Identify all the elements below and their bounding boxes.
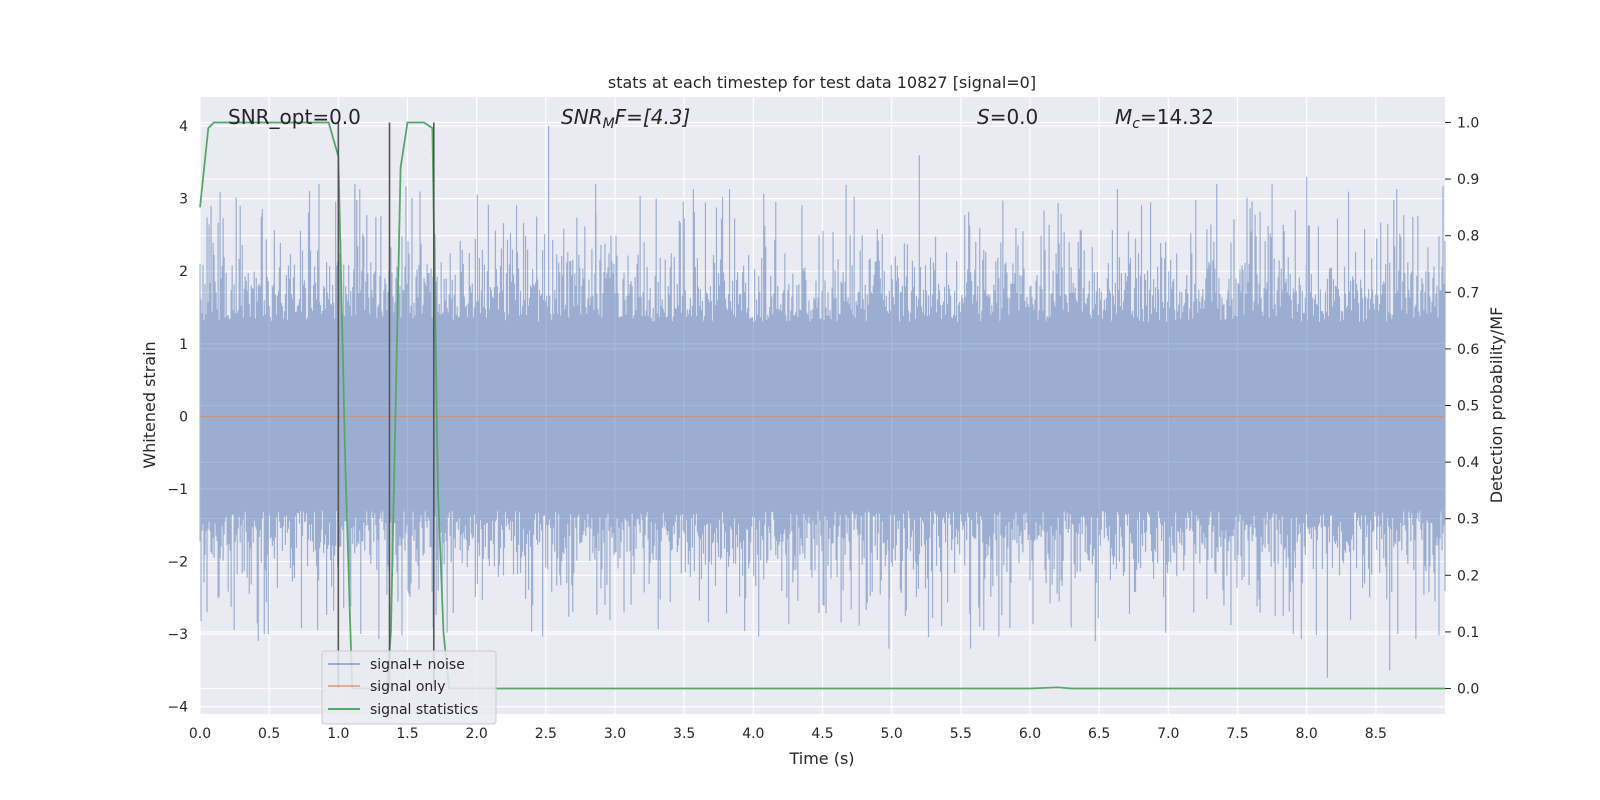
annotation-snr-mf: SNRMF=[4.3] [561,105,690,132]
snr-mf-sub: M [603,116,615,132]
y-axis-ticks: 4 3 2 1 0 −1 −2 −3 −4 [167,119,188,716]
x-tick-label: 7.5 [1226,726,1248,742]
y2-tick-label: 0.0 [1457,682,1479,698]
x-tick-label: 1.0 [327,726,349,742]
y2-tick-label: 0.1 [1457,625,1479,641]
x-tick-label: 6.0 [1019,726,1041,742]
x-tick-label: 4.5 [811,726,833,742]
vertical-markers [337,122,435,689]
y2-tick-label: 0.5 [1457,399,1479,415]
y2-tick-label: 0.7 [1457,285,1479,301]
mc-sub: c [1132,116,1140,132]
x-tick-label: 1.5 [396,726,418,742]
y2-tick-label: 0.2 [1457,568,1479,584]
s-main: S [977,105,990,129]
x-axis-label: Time (s) [788,749,854,768]
series-signal-noise [199,126,1446,678]
y2-tick-label: 1.0 [1457,115,1479,131]
mc-main: M [1115,105,1132,129]
y-tick-label: 0 [179,409,188,425]
annotation-s: S=0.0 [977,105,1038,129]
snr-mf-tail: F=[4.3] [615,105,691,129]
y2-tick-label: 0.4 [1457,455,1479,471]
y2-tick-label: 0.6 [1457,342,1479,358]
x-tick-label: 0.5 [258,726,280,742]
y2-tick-label: 0.8 [1457,229,1479,245]
x-tick-label: 0.0 [189,726,211,742]
legend: signal+ noise signal only signal statist… [321,650,497,725]
y-tick-label: −2 [167,555,188,571]
x-tick-label: 2.5 [535,726,557,742]
y-tick-label: 1 [179,337,188,353]
x-tick-label: 5.5 [950,726,972,742]
signal-statistics-line [199,121,1445,690]
legend-label-signal-noise: signal+ noise [370,657,465,673]
x-tick-label: 8.5 [1365,726,1387,742]
y2-tick-label: 0.9 [1457,172,1479,188]
y2-axis-ticks: 1.0 0.9 0.8 0.7 0.6 0.5 0.4 0.3 0.2 0.1 0.0 [1445,115,1479,698]
x-tick-label: 4.0 [742,726,764,742]
y-tick-label: 4 [179,119,188,135]
x-tick-label: 2.0 [466,726,488,742]
y2-tick-label: 0.3 [1457,512,1479,528]
y-tick-label: −3 [167,627,188,643]
x-tick-label: 6.5 [1088,726,1110,742]
x-tick-label: 5.0 [881,726,903,742]
mc-tail: =14.32 [1140,105,1214,129]
legend-label-signal-statistics: signal statistics [370,702,478,718]
annotation-mc: Mc=14.32 [1115,105,1214,132]
noise-trace [199,126,1446,678]
x-tick-label: 8.0 [1296,726,1318,742]
y-tick-label: −1 [167,482,188,498]
snr-mf-main: SNR [561,105,603,129]
x-axis-ticks: 0.0 0.5 1.0 1.5 2.0 2.5 3.0 3.5 4.0 4.5 5.0 5.5 6.0 6… [189,726,1387,742]
y-tick-label: 3 [179,192,188,208]
y-tick-label: 2 [179,264,188,280]
x-tick-label: 7.0 [1157,726,1179,742]
annotation-snr-opt: SNR_opt=0.0 [228,105,361,129]
legend-box [321,650,497,725]
y-tick-label: −4 [167,700,188,716]
y-axis-label: Whitened strain [140,341,159,468]
series-signal-statistics [199,121,1445,690]
x-tick-label: 3.0 [604,726,626,742]
legend-label-signal-only: signal only [370,679,445,695]
y2-axis-label: Detection probability/MF [1487,307,1506,504]
chart-title: stats at each timestep for test data 108… [608,73,1036,92]
s-tail: =0.0 [990,105,1039,129]
x-tick-label: 3.5 [673,726,695,742]
